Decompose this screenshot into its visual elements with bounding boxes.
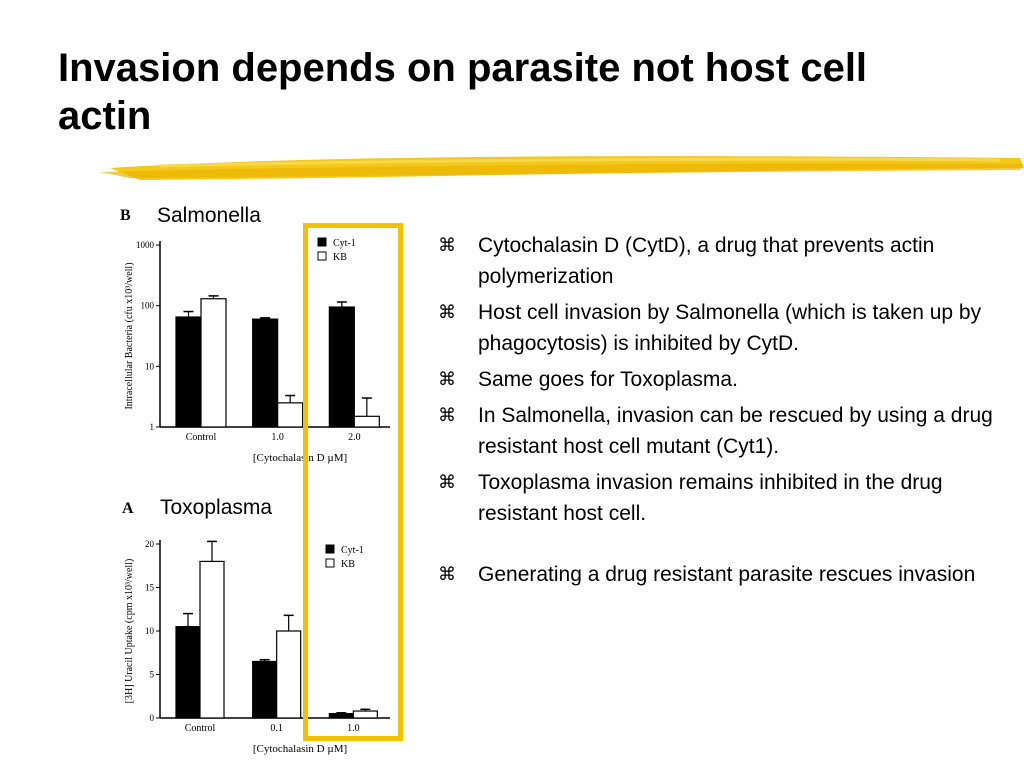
bullet-icon: ⌘ — [438, 369, 456, 390]
x-tick-label: Control — [185, 723, 216, 734]
legend-swatch — [325, 558, 335, 568]
bullet-item: ⌘ Toxoplasma invasion remains inhibited i… — [438, 467, 998, 529]
y-tick-label: 5 — [150, 670, 155, 680]
bullet-item: ⌘ Cytochalasin D (CytD), a drug that prev… — [438, 230, 998, 292]
x-tick-label: 2.0 — [348, 432, 361, 443]
bullet-icon: ⌘ — [438, 302, 456, 323]
bullet-text: Generating a drug resistant parasite res… — [478, 563, 976, 586]
x-tick-label: Control — [186, 432, 217, 443]
y-tick-label: 10 — [145, 361, 155, 371]
salmonella-chart: 1000 100 10 1 Control 1.0 2.0[Cytochalasin D µ… — [124, 237, 390, 464]
y-tick-label: 1000 — [136, 240, 155, 250]
legend-label: Cyt-1 — [341, 545, 364, 556]
bullet-text: Cytochalasin D (CytD), a drug that preve… — [478, 234, 935, 288]
highlight-box — [303, 223, 403, 741]
toxoplasma-chart: 0 5 10 15 20 Control 0.1 1.0[Cytochalasin D µM]… — [124, 539, 390, 755]
bullet-item: ⌘ Host cell invasion by Salmonella (which… — [438, 297, 998, 359]
bullet-text: Same goes for Toxoplasma. — [478, 368, 738, 391]
legend-swatch — [325, 544, 335, 554]
legend-swatch — [317, 251, 327, 261]
bullet-icon: ⌘ — [438, 405, 456, 426]
bar — [328, 306, 355, 428]
bullet-icon: ⌘ — [438, 472, 456, 493]
y-tick-label: 10 — [145, 626, 155, 636]
y-tick-label: 1 — [150, 422, 155, 432]
salmonella-label: Salmonella — [157, 204, 261, 227]
legend-label: KB — [333, 252, 347, 263]
bar — [353, 415, 380, 428]
legend-swatch — [317, 237, 327, 247]
y-axis-label: Intracellular Bacteria (cfu x10³/well) — [124, 262, 135, 409]
x-axis-label: [Cytochalasin D µM] — [253, 743, 347, 755]
bar — [252, 318, 279, 428]
panel-letter-a: A — [122, 500, 134, 517]
bullet-item: ⌘ Generating a drug resistant parasite re… — [438, 559, 998, 590]
bullet-text: Host cell invasion by Salmonella (which … — [478, 301, 982, 355]
bullet-text: In Salmonella, invasion can be rescued b… — [478, 404, 993, 458]
legend-label: Cyt-1 — [333, 238, 356, 249]
legend-label: KB — [341, 559, 355, 570]
x-tick-label: 0.1 — [270, 723, 283, 734]
bar — [277, 402, 304, 428]
bullet-text: Toxoplasma invasion remains inhibited in… — [478, 471, 943, 525]
y-axis-label: [3H] Uracil Uptake (cpm x10³/well) — [124, 559, 135, 704]
y-tick-label: 20 — [145, 539, 155, 549]
bar — [252, 660, 278, 719]
y-tick-label: 0 — [150, 713, 155, 723]
y-tick-label: 100 — [141, 301, 155, 311]
slide-title: Invasion depends on parasite not host ce… — [58, 46, 868, 138]
panel-letter-b: B — [120, 207, 131, 224]
bar — [200, 298, 227, 428]
bullet-item: ⌘ In Salmonella, invasion can be rescued … — [438, 400, 998, 462]
bullet-list: ⌘ Cytochalasin D (CytD), a drug that prev… — [438, 230, 998, 595]
bar — [175, 626, 201, 719]
title-underline-brush — [100, 156, 1024, 180]
bullet-item: ⌘ Same goes for Toxoplasma. — [438, 364, 998, 395]
bullet-icon: ⌘ — [438, 564, 456, 585]
bullet-icon: ⌘ — [438, 235, 456, 256]
y-tick-label: 15 — [145, 583, 155, 593]
toxoplasma-label: Toxoplasma — [160, 496, 273, 519]
bar — [276, 630, 302, 719]
bar — [175, 316, 202, 428]
x-tick-label: 1.0 — [347, 723, 360, 734]
x-axis-label: [Cytochalasin D µM] — [253, 452, 347, 464]
bar — [199, 560, 225, 719]
x-tick-label: 1.0 — [271, 432, 284, 443]
